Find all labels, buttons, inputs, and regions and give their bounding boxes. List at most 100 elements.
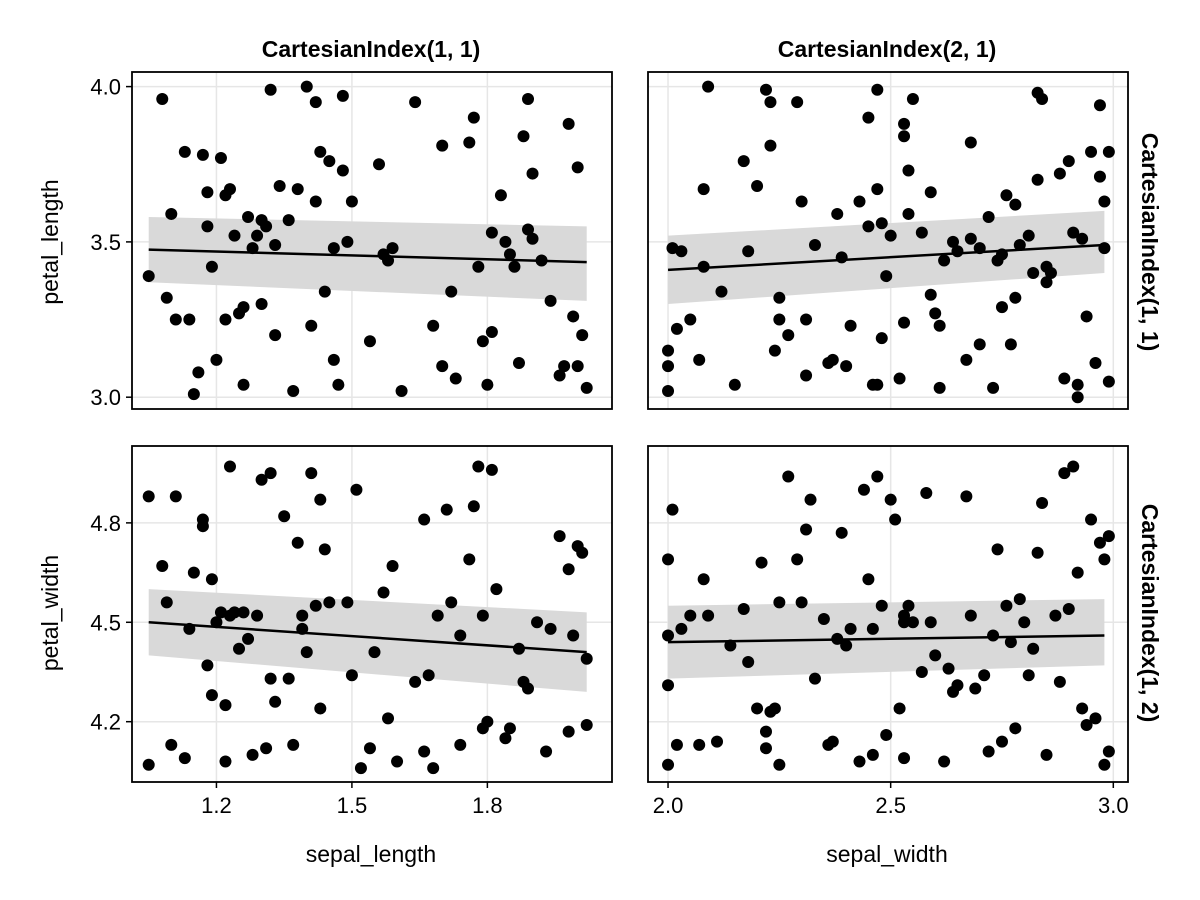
panel-r1-c1-point-78: [535, 254, 548, 267]
panel-r2-c2-point-90: [1098, 758, 1111, 771]
panel-r2-c1-point-59: [431, 609, 444, 622]
panel-r1-c1-point-69: [499, 235, 512, 248]
panel-r2-c1-xtick-label-2: 1.8: [472, 793, 503, 818]
panel-r2-c2-point-0: [662, 758, 675, 771]
panel-r1-c1-point-34: [291, 183, 304, 196]
panel-r2-c2-point-6: [675, 622, 688, 635]
panel-r2-c2-point-59: [951, 679, 964, 692]
panel-r2-c2-point-75: [1031, 546, 1044, 559]
panel-r1-c2-point-89: [1071, 391, 1084, 404]
panel-r2-c1-point-7: [183, 622, 196, 635]
panel-r2-c2-point-37: [857, 483, 870, 496]
panel-r1-c1-point-45: [336, 89, 349, 102]
panel-r2-c2-point-24: [791, 553, 804, 566]
panel-r1-c2-point-75: [1013, 239, 1026, 252]
panel-r2-c2-point-42: [875, 599, 888, 612]
panel-r1-c1-point-58: [436, 360, 449, 373]
panel-r1-c1-point-64: [476, 335, 489, 348]
panel-r1-c2-point-32: [840, 360, 853, 373]
panel-r2-c2-point-23: [782, 470, 795, 483]
panel-r1-c1-point-5: [178, 145, 191, 158]
panel-r2-c2-point-13: [737, 603, 750, 616]
panel-r1-c1-point-48: [345, 195, 358, 208]
panel-r1-c1-point-54: [395, 384, 408, 397]
panel-r1-c2-point-55: [929, 307, 942, 320]
panel-r1-c1-point-43: [327, 353, 340, 366]
panel-r1-c2-point-59: [947, 235, 960, 248]
panel-r1-c2-point-21: [773, 313, 786, 326]
panel-r2-c2-point-4: [666, 503, 679, 516]
panel-r2-c2-point-66: [991, 543, 1004, 556]
panel-r2-c1-point-79: [544, 622, 557, 635]
panel-r2-c2-point-81: [1062, 603, 1075, 616]
panel-r2-c1-point-14: [210, 616, 223, 629]
panel-r2-c2-point-55: [929, 649, 942, 662]
panel-r2-c1-point-54: [409, 675, 422, 688]
panel-r2-c2-point-36: [853, 755, 866, 768]
panel-r1-c1-point-36: [305, 319, 318, 332]
panel-r1-c2-point-48: [898, 130, 911, 143]
panel-r2-c1-point-26: [255, 473, 268, 486]
panel-r1-c1-point-53: [386, 242, 399, 255]
panel-r2-c1-point-66: [472, 460, 485, 473]
panel-r2-c2-xtick-label-0: 2.0: [653, 793, 684, 818]
panel-r1-c1-ytick-label-2: 4.0: [90, 75, 121, 100]
panel-r1-c1-point-74: [522, 93, 535, 106]
panel-r1-c1-point-66: [485, 325, 498, 338]
panel-r1-c2-point-52: [915, 226, 928, 239]
panel-r1-c2-point-11: [715, 285, 728, 298]
panel-r1-c1-point-62: [467, 111, 480, 124]
panel-r2-c2-point-78: [1049, 609, 1062, 622]
panel-r2-c1-point-74: [512, 642, 525, 655]
panel-r1-c1-point-11: [201, 220, 214, 233]
panel-r1-c1-point-23: [246, 242, 259, 255]
panel-r1-c1-point-44: [332, 378, 345, 391]
panel-r2-c1-point-27: [260, 742, 273, 755]
panel-r1-c1-point-56: [427, 319, 440, 332]
panel-r1-c2-point-77: [1027, 266, 1040, 279]
panel-r2-c1-point-60: [440, 503, 453, 516]
panel-r2-c2-point-51: [906, 616, 919, 629]
panel-r2-c1-point-12: [205, 689, 218, 702]
panel-r1-c2-point-66: [982, 211, 995, 224]
panel-r1-c1-point-38: [309, 195, 322, 208]
panel-r1-c2-point-61: [960, 353, 973, 366]
panel-r2-c1-point-10: [196, 513, 209, 526]
panel-r2-c2-point-85: [1080, 719, 1093, 732]
panel-r1-c2-point-95: [1093, 170, 1106, 183]
panel-r2-c2-point-60: [960, 490, 973, 503]
panel-r2-c1-point-38: [305, 467, 318, 480]
panel-r1-c2-point-6: [684, 313, 697, 326]
panel-r1-c1-point-85: [571, 360, 584, 373]
panel-r1-c1-point-67: [485, 226, 498, 239]
panel-r2-c1-point-45: [345, 669, 358, 682]
panel-r1-c2-point-13: [737, 155, 750, 168]
panel-r1-c2-point-26: [800, 313, 813, 326]
panel-r1-c1-point-59: [445, 285, 458, 298]
panel-r2-c2-point-43: [880, 728, 893, 741]
panel-r2-c2-xtick-label-2: 3.0: [1098, 793, 1129, 818]
panel-r1-c1-point-24: [251, 229, 264, 242]
panel-r1-c1-point-35: [300, 80, 313, 93]
panel-r2-c2-point-76: [1036, 496, 1049, 509]
panel-r2-c2-point-2: [662, 679, 675, 692]
panel-r1-c1-point-2: [160, 291, 173, 304]
panel-r2-c1-point-55: [418, 513, 431, 526]
panel-r2-c2-point-92: [1102, 745, 1115, 758]
panel-r2-c2-point-61: [964, 609, 977, 622]
panel-r2-c1-point-81: [562, 725, 575, 738]
x-axis-label-left: sepal_length: [306, 841, 436, 867]
panel-r2-c2-point-21: [773, 596, 786, 609]
y-axis-label-bottom: petal_width: [37, 555, 63, 671]
panel-r2-c2-point-62: [969, 682, 982, 695]
panel-r1-c2-point-62: [964, 136, 977, 149]
panel-r1-c2-point-78: [1031, 173, 1044, 186]
panel-r2-c1-point-21: [233, 642, 246, 655]
panel-r2-c1-point-44: [341, 596, 354, 609]
panel-r2-c1-confidence-band: [148, 589, 587, 692]
panel-r2-c2-point-27: [804, 493, 817, 506]
panel-r1-c2-point-99: [1102, 375, 1115, 388]
panel-r1-c2-fit-line: [667, 243, 1105, 272]
panel-r2-c1-ytick-label-1: 4.5: [90, 610, 121, 635]
